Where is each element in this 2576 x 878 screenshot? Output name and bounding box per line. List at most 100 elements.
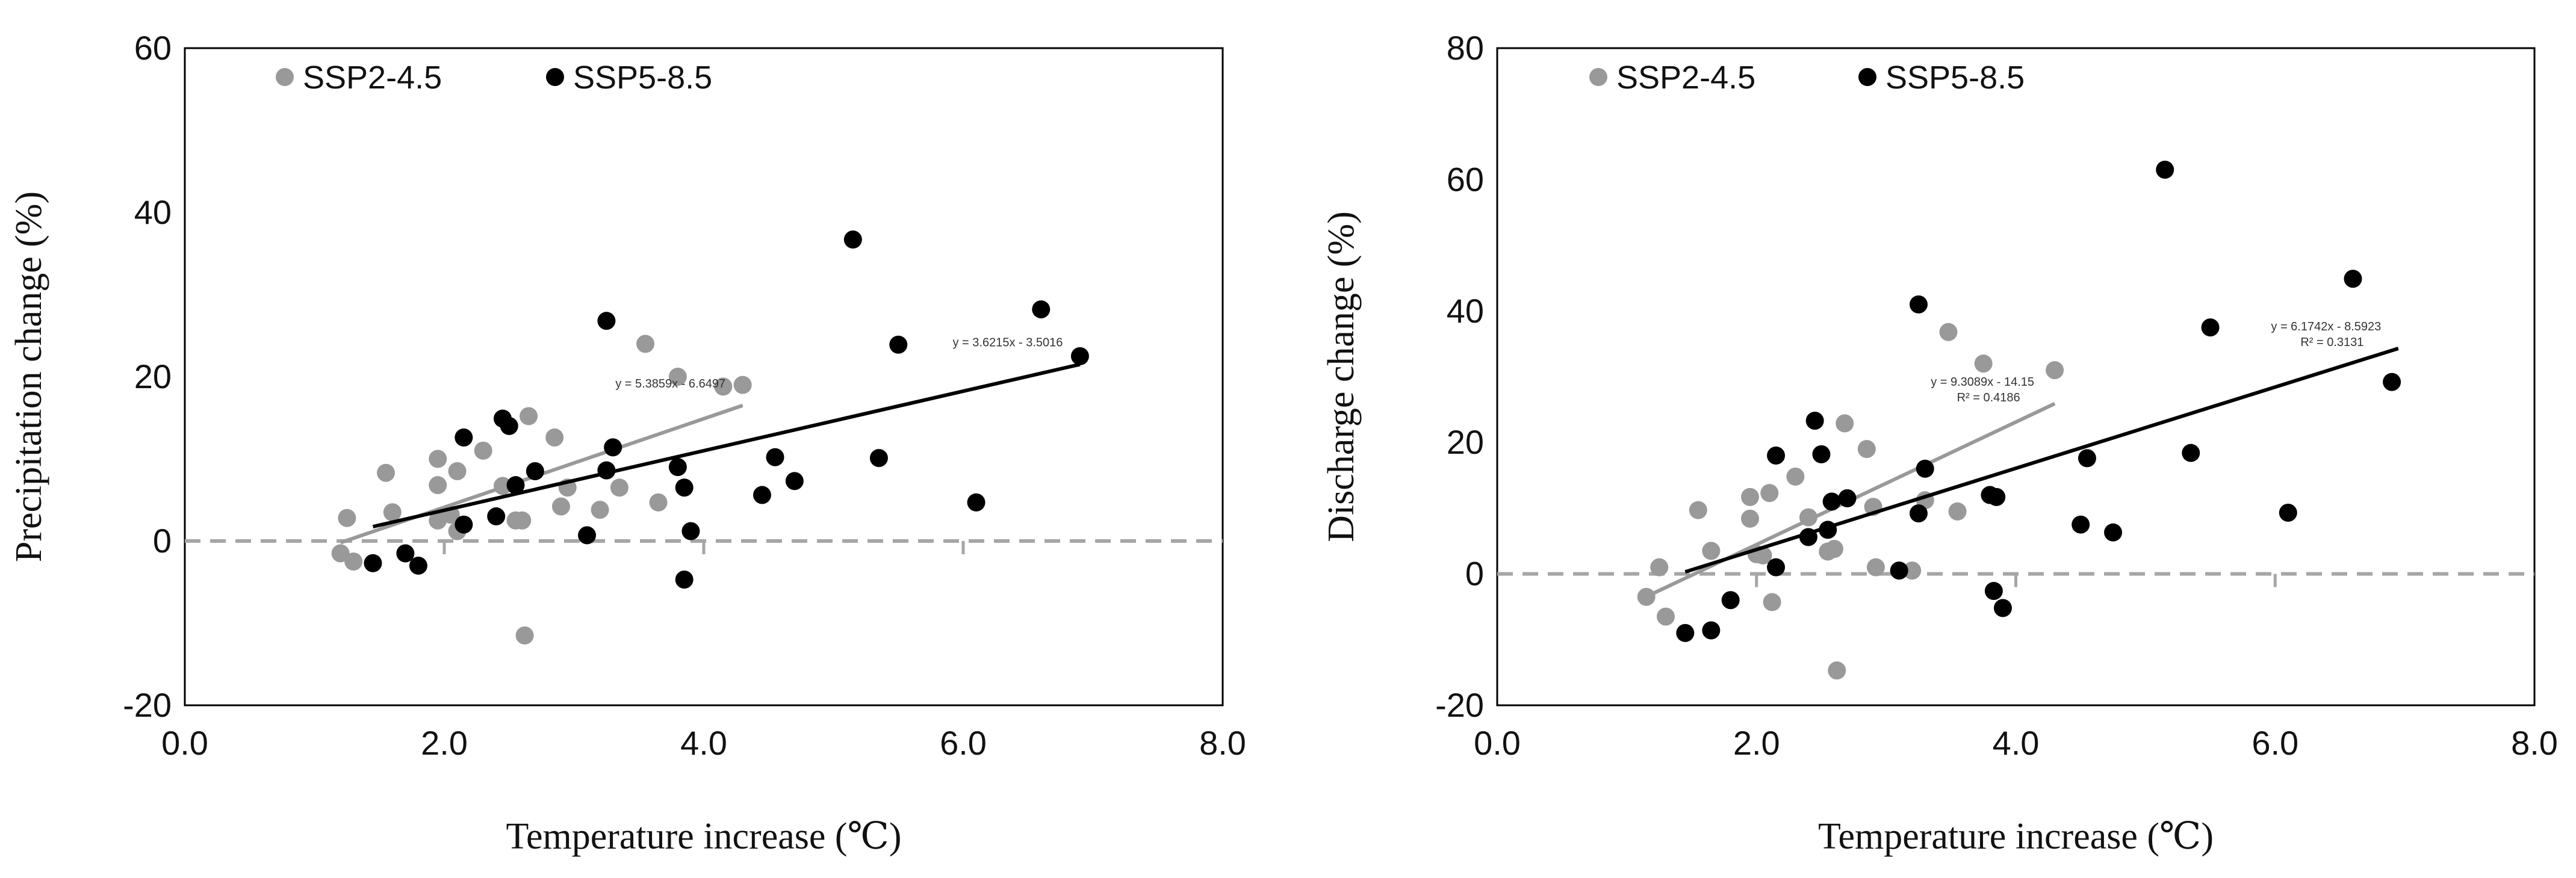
data-point — [2104, 523, 2123, 542]
data-point — [455, 428, 473, 447]
x-tick-label: 0.0 — [1474, 724, 1521, 762]
y-tick-label: 60 — [1447, 160, 1484, 198]
data-point — [1702, 621, 1721, 640]
x-axis-title: Temperature increase (℃) — [1818, 816, 2214, 857]
data-point — [344, 552, 363, 571]
data-point — [1909, 504, 1928, 523]
data-point — [597, 312, 616, 330]
data-point — [429, 476, 447, 495]
data-point — [591, 501, 609, 519]
trend-equation: y = 3.6215x - 3.5016 — [952, 336, 1063, 350]
data-point — [1822, 492, 1841, 511]
data-point — [1805, 412, 1824, 430]
trend-equation: y = 6.1742x - 8.5923 — [2271, 320, 2381, 333]
data-point — [636, 335, 655, 353]
data-point — [506, 476, 525, 495]
data-point — [2201, 318, 2220, 337]
data-point — [526, 462, 544, 480]
data-point — [869, 449, 888, 468]
plot-frame — [184, 47, 1224, 706]
data-point — [520, 407, 538, 425]
data-point — [364, 554, 382, 572]
data-point — [1702, 542, 1721, 560]
data-point — [1767, 558, 1786, 577]
data-point — [1760, 484, 1779, 502]
data-point — [500, 416, 518, 435]
data-point — [1939, 323, 1958, 341]
data-point — [331, 544, 350, 563]
plot-frame — [1496, 47, 2536, 706]
y-tick-label: 20 — [1447, 423, 1484, 461]
data-point — [409, 556, 427, 575]
data-point — [1656, 607, 1675, 626]
trendline — [372, 362, 1081, 529]
data-point — [1948, 502, 1967, 521]
data-point — [1637, 587, 1656, 606]
data-point — [551, 497, 570, 516]
data-point — [785, 472, 804, 490]
legend-label: SSP2-4.5 — [1616, 60, 1755, 96]
data-point — [2182, 444, 2200, 462]
data-point — [1916, 459, 1934, 478]
trend-equation: y = 9.3089x - 14.15 — [1931, 376, 2034, 389]
data-point — [1987, 487, 2006, 506]
y-tick-label: 40 — [134, 193, 172, 231]
x-tick-label: 6.0 — [2252, 724, 2298, 762]
data-point — [675, 478, 694, 497]
data-point — [1890, 561, 1908, 580]
data-point — [1909, 295, 1928, 314]
data-point — [1676, 623, 1695, 642]
data-point — [1070, 347, 1089, 365]
data-point — [448, 462, 467, 480]
data-point — [2046, 361, 2064, 380]
data-point — [1812, 445, 1831, 463]
data-point — [733, 376, 752, 394]
data-point — [1754, 546, 1772, 565]
data-point — [1032, 300, 1051, 319]
x-tick-label: 0.0 — [161, 724, 208, 762]
data-point — [2078, 449, 2096, 468]
data-point — [1740, 509, 1759, 528]
legend-label: SSP5-8.5 — [1885, 60, 2025, 96]
y-tick-label: 40 — [1447, 292, 1484, 330]
data-point — [1740, 487, 1759, 506]
data-point — [766, 448, 784, 466]
data-point — [396, 544, 415, 563]
data-point — [429, 450, 447, 468]
data-point — [515, 626, 534, 645]
legend-label: SSP2-4.5 — [303, 60, 442, 96]
data-point — [1974, 354, 1993, 373]
data-point — [668, 368, 687, 386]
data-point — [843, 230, 862, 249]
y-tick-label: 60 — [134, 29, 172, 67]
data-point — [889, 335, 908, 354]
data-point — [967, 493, 985, 512]
legend-label: SSP5-8.5 — [573, 60, 712, 96]
data-point — [1903, 561, 1922, 580]
x-tick-label: 2.0 — [1733, 724, 1780, 762]
data-point — [1828, 661, 1846, 680]
data-point — [474, 441, 492, 460]
data-point — [1825, 540, 1843, 558]
x-tick-label: 8.0 — [2511, 724, 2558, 762]
data-point — [1786, 467, 1805, 486]
data-point — [1866, 558, 1885, 577]
y-axis-title: Discharge change (%) — [1321, 211, 1362, 542]
y-tick-label: 20 — [134, 357, 172, 395]
x-tick-label: 4.0 — [680, 724, 727, 762]
data-point — [1763, 593, 1781, 611]
x-tick-label: 4.0 — [1993, 724, 2040, 762]
data-point — [2072, 515, 2090, 534]
x-tick-label: 6.0 — [940, 724, 987, 762]
trend-r-squared: R² = 0.4186 — [1957, 391, 2020, 404]
data-point — [513, 511, 532, 530]
legend-marker-ssp5-8.5 — [1858, 68, 1876, 86]
chart-1: -20 0 20 40 60 0.0 2.0 4.0 6.0 8.0 Temperature inc… — [8, 29, 1246, 857]
data-point — [2383, 373, 2401, 391]
legend-marker-ssp2-4.5 — [276, 68, 294, 86]
data-point — [604, 438, 622, 457]
data-point — [610, 478, 628, 497]
legend-marker-ssp5-8.5 — [546, 68, 564, 86]
data-point — [714, 377, 733, 396]
